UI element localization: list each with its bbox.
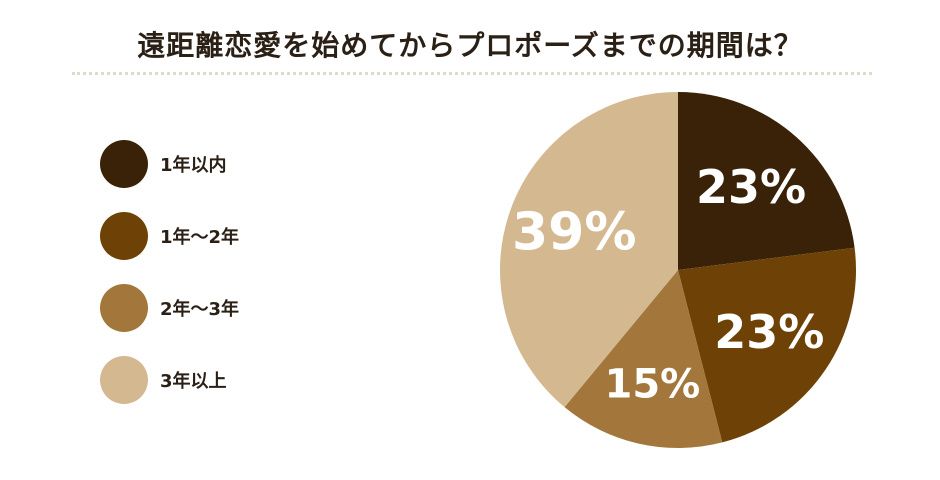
legend-label: 1年〜2年: [160, 227, 240, 248]
pie-chart: 23% 23% 15% 39%: [500, 92, 857, 449]
pie-slice-within-1-year: [678, 92, 855, 270]
legend-label: 2年〜3年: [160, 299, 240, 320]
legend-label: 1年以内: [160, 155, 227, 176]
legend-swatch: [100, 356, 148, 404]
pie-slice-over-3-years: [500, 92, 678, 408]
legend-swatch: [100, 212, 148, 260]
slice-value-label: 15%: [605, 362, 701, 408]
pie-slice-2-to-3-years: [564, 270, 723, 449]
slice-value-label: 23%: [714, 305, 824, 359]
pie-chart-container: 23% 23% 15% 39%: [490, 84, 870, 460]
slice-value-label: 39%: [512, 203, 636, 263]
legend: 1年以内 1年〜2年 2年〜3年 3年以上: [100, 140, 320, 428]
legend-item-over-3-years: 3年以上: [100, 356, 320, 404]
pie-slice-1-to-2-years: [678, 247, 857, 443]
legend-item-2-to-3-years: 2年〜3年: [100, 284, 320, 332]
chart-title: 遠距離恋愛を始めてからプロポーズまでの期間は？: [137, 29, 803, 62]
legend-label: 3年以上: [160, 371, 227, 392]
legend-item-within-1-year: 1年以内: [100, 140, 320, 188]
legend-swatch: [100, 284, 148, 332]
legend-swatch: [100, 140, 148, 188]
title-underline: [72, 72, 872, 75]
legend-item-1-to-2-years: 1年〜2年: [100, 212, 320, 260]
slice-value-label: 23%: [696, 160, 806, 214]
